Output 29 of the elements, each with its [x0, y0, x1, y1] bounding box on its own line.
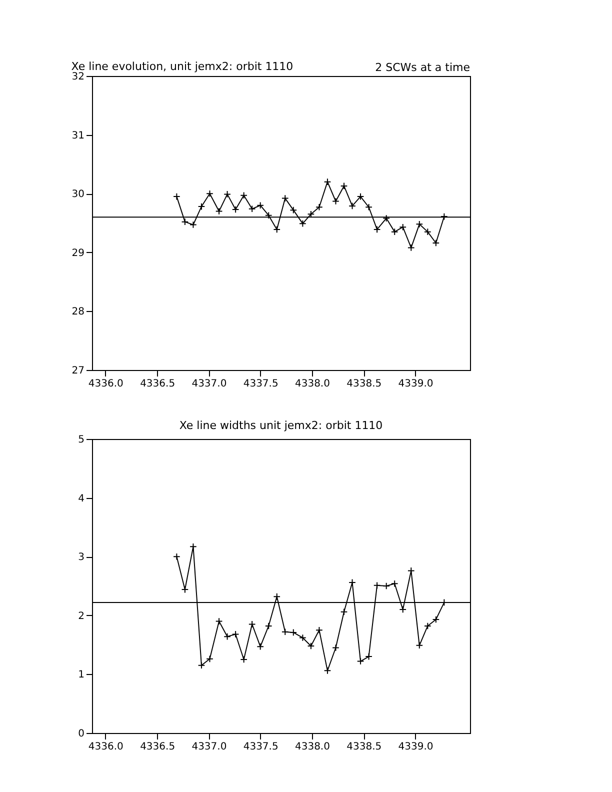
x-tick-label: 4337.0 [192, 742, 227, 752]
y-tick-label: 28 [72, 306, 84, 318]
y-tick-label: 27 [72, 366, 84, 376]
x-tick-label: 4337.5 [243, 378, 278, 390]
x-tick-label: 4339.0 [398, 742, 434, 752]
x-tick-label: 4337.0 [192, 378, 227, 390]
x-tick-label: 4338.0 [294, 742, 330, 752]
chart-title: Xe line evolution, unit jemx2: orbit 1110 [71, 60, 294, 73]
x-tick-label: 4336.5 [140, 378, 176, 390]
y-tick-label: 0 [78, 728, 84, 740]
x-tick-label: 4336.5 [140, 742, 176, 752]
y-tick-label: 3 [78, 552, 84, 564]
y-tick-label: 31 [72, 130, 84, 142]
x-tick-label: 4339.0 [398, 378, 434, 390]
text: 2 SCWs at a time [375, 61, 470, 74]
y-tick-label: 29 [72, 248, 84, 259]
y-tick-label: 1 [78, 670, 84, 681]
x-tick-label: 4336.0 [88, 742, 124, 752]
y-tick-label: 5 [78, 434, 84, 446]
y-tick-label: 32 [72, 72, 84, 82]
y-tick-label: 4 [78, 493, 84, 504]
x-tick-label: 4338.5 [346, 742, 382, 752]
y-tick-label: 30 [72, 189, 84, 200]
x-tick-label: 4338.5 [346, 378, 382, 390]
chart-title: Xe line widths unit jemx2: orbit 1110 [179, 419, 383, 432]
x-tick-label: 4337.5 [243, 742, 278, 752]
y-tick-label: 2 [78, 610, 84, 622]
x-tick-label: 4336.0 [88, 378, 124, 390]
x-tick-label: 4338.0 [294, 378, 330, 390]
